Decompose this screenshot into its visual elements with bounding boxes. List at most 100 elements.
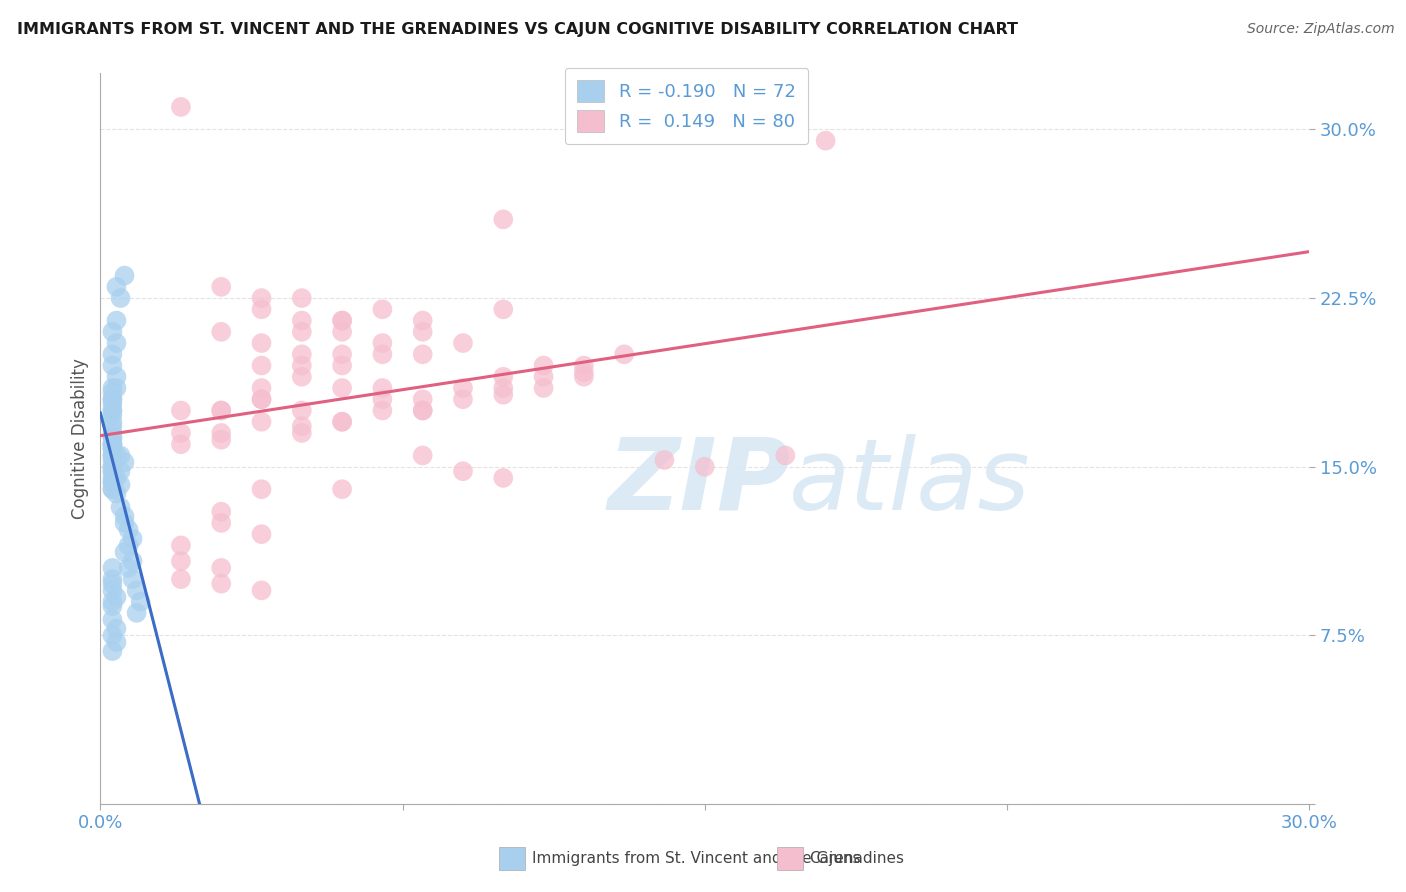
Point [110,449,132,463]
Point [101,442,124,456]
Point [209,561,232,575]
Point [105,336,128,351]
Point [101,381,124,395]
Point [101,644,124,658]
Point [101,359,124,373]
Point [209,516,232,530]
Point [654,453,676,467]
Point [121,554,143,568]
Point [114,545,136,559]
Point [693,459,716,474]
Point [250,302,273,317]
Point [291,347,314,361]
Point [291,419,314,434]
Point [209,280,232,294]
Point [114,509,136,524]
Point [330,347,353,361]
Point [170,538,193,552]
Point [533,381,555,395]
Point [110,477,132,491]
Point [291,425,314,440]
Point [105,381,128,395]
Point [330,415,353,429]
Point [101,419,124,434]
Text: atlas: atlas [789,434,1031,531]
Point [114,516,136,530]
Point [101,599,124,614]
Point [101,425,124,440]
Point [170,100,193,114]
Point [492,381,515,395]
Point [371,347,394,361]
Point [101,572,124,586]
Point [101,561,124,575]
Point [371,336,394,351]
Point [101,408,124,422]
Point [371,403,394,417]
Point [121,532,143,546]
Point [101,453,124,467]
Point [101,430,124,444]
Point [101,430,124,444]
Point [412,403,434,417]
Point [814,134,837,148]
Point [250,359,273,373]
Point [101,464,124,478]
Point [291,403,314,417]
Point [330,313,353,327]
Point [330,359,353,373]
Point [371,302,394,317]
Point [170,572,193,586]
Point [101,437,124,451]
Point [412,392,434,407]
Point [101,385,124,400]
Point [209,325,232,339]
Point [492,369,515,384]
Text: IMMIGRANTS FROM ST. VINCENT AND THE GRENADINES VS CAJUN COGNITIVE DISABILITY COR: IMMIGRANTS FROM ST. VINCENT AND THE GREN… [17,22,1018,37]
Text: Source: ZipAtlas.com: Source: ZipAtlas.com [1247,22,1395,37]
Point [110,291,132,305]
Point [533,369,555,384]
Point [101,442,124,456]
Point [250,291,273,305]
Point [105,369,128,384]
Point [412,313,434,327]
Point [170,403,193,417]
Point [101,459,124,474]
Legend: R = -0.190   N = 72, R =  0.149   N = 80: R = -0.190 N = 72, R = 0.149 N = 80 [565,68,808,145]
Point [492,388,515,402]
Point [101,403,124,417]
Point [572,365,595,379]
Point [291,291,314,305]
Point [101,459,124,474]
Point [101,392,124,407]
Point [492,471,515,485]
Point [572,359,595,373]
Point [105,449,128,463]
Point [101,475,124,490]
Point [105,635,128,649]
Point [412,325,434,339]
Point [105,280,128,294]
Point [121,572,143,586]
Point [117,561,139,575]
Point [209,403,232,417]
Point [250,381,273,395]
Text: Immigrants from St. Vincent and the Grenadines: Immigrants from St. Vincent and the Gren… [531,851,904,866]
Point [492,302,515,317]
Point [371,381,394,395]
Point [291,369,314,384]
Point [250,415,273,429]
Point [114,268,136,283]
Point [117,538,139,552]
Point [250,392,273,407]
Point [412,403,434,417]
Point [101,464,124,478]
Point [101,403,124,417]
Point [129,594,152,608]
Point [451,464,474,478]
Point [572,369,595,384]
Point [101,482,124,496]
Point [250,392,273,407]
Point [110,500,132,515]
